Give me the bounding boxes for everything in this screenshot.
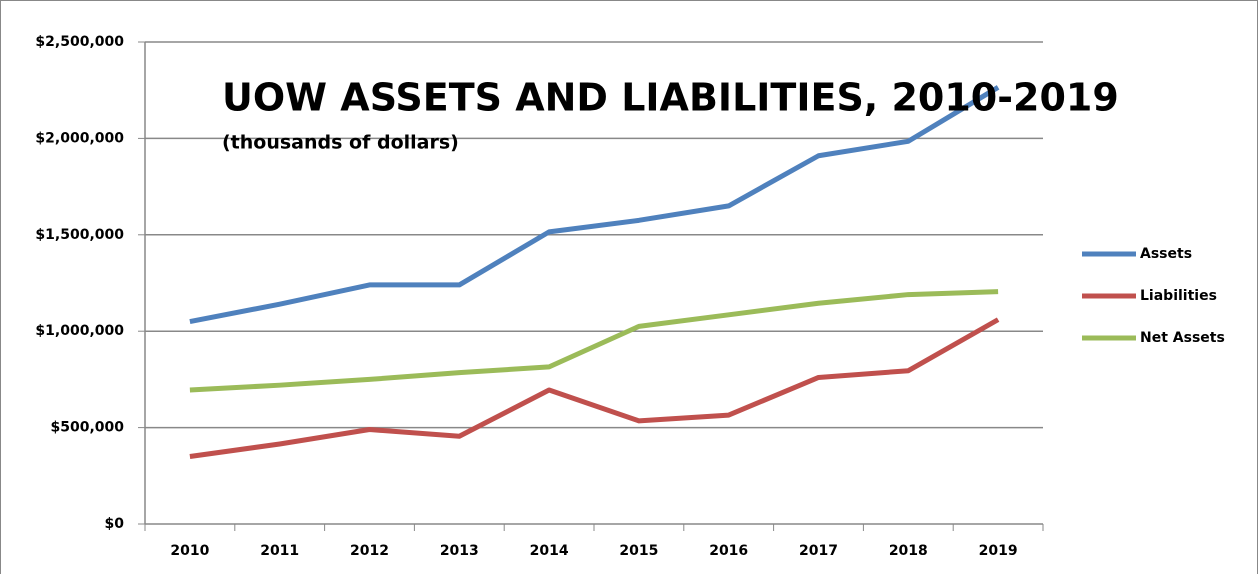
y-tick-label: $2,000,000 [35, 130, 124, 146]
x-tick-label: 2019 [979, 543, 1018, 559]
chart-title: UOW ASSETS AND LIABILITIES, 2010-2019 [222, 76, 1119, 120]
x-tick-label: 2017 [799, 543, 838, 559]
legend-label: Assets [1140, 246, 1192, 262]
y-tick-label: $500,000 [50, 420, 124, 436]
grid [138, 41, 1044, 531]
x-tick-label: 2014 [530, 543, 569, 559]
legend-label: Net Assets [1140, 330, 1225, 346]
x-tick-label: 2010 [170, 543, 209, 559]
chart-subtitle: (thousands of dollars) [222, 132, 459, 154]
x-tick-label: 2018 [889, 543, 928, 559]
legend-label: Liabilities [1140, 288, 1217, 304]
x-tick-label: 2011 [260, 543, 299, 559]
series-line [189, 85, 1000, 325]
y-tick-label: $0 [105, 516, 125, 532]
x-tick-label: 2016 [709, 543, 748, 559]
y-tick-label: $1,500,000 [35, 227, 124, 243]
x-tick-label: 2012 [350, 543, 389, 559]
series-line [189, 317, 1000, 459]
x-tick-label: 2013 [440, 543, 479, 559]
lines [189, 85, 1000, 459]
x-tick-label: 2015 [619, 543, 658, 559]
series-line [189, 289, 999, 393]
y-tick-label: $1,000,000 [35, 323, 124, 339]
y-tick-label: $2,500,000 [35, 34, 124, 50]
